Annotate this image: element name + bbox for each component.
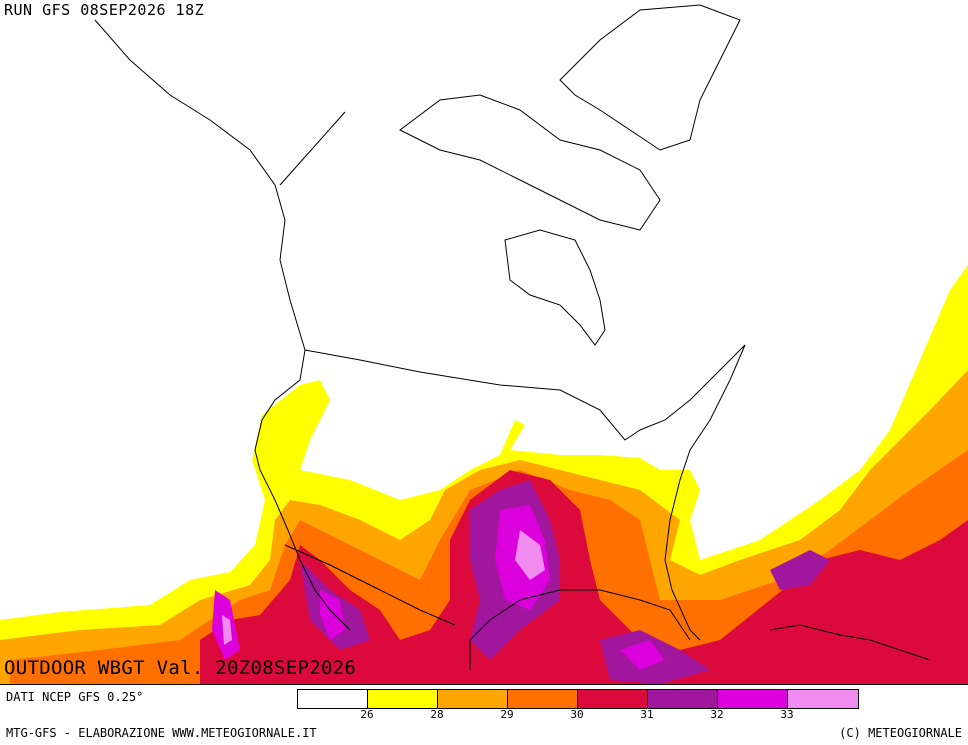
legend-tick: 26 [360,708,374,721]
legend-swatch-31-32 [648,690,718,708]
coast-west [94,19,351,631]
field-30-31 [200,470,968,684]
border-alaska-canada [279,111,346,186]
legend-swatch-below-26 [298,690,368,708]
legend-tick: 29 [500,708,514,721]
greenland [559,4,741,151]
legend-swatch-30-31 [578,690,648,708]
credit-left: MTG-GFS - ELABORAZIONE WWW.METEOGIORNALE… [6,726,317,740]
legend-swatch-28-29 [438,690,508,708]
border-us-mexico [284,544,456,626]
gulf-coast [469,589,691,670]
legend-tick: 32 [710,708,724,721]
hudson-bay [504,229,606,346]
legend-swatch-29-30 [508,690,578,708]
coastlines [94,4,931,670]
arctic-islands [399,94,661,231]
color-legend [297,689,859,709]
legend-tick: 31 [640,708,654,721]
wbgt-map [0,4,968,684]
data-source-label: DATI NCEP GFS 0.25° [6,690,144,704]
footer: DATI NCEP GFS 0.25° 26 28 29 30 31 32 33… [0,685,968,745]
caribbean-islands [769,624,931,661]
legend-swatch-32-33 [718,690,788,708]
credit-right: (C) METEOGIORNALE [839,726,962,740]
coast-east [664,344,746,641]
legend-tick: 30 [570,708,584,721]
map-panel: RUN GFS 08SEP2026 18Z OUTDOOR WBGT Val. … [0,0,968,685]
legend-tick: 33 [780,708,794,721]
border-us-canada [304,344,746,441]
legend-swatch-33-plus [788,690,858,708]
legend-tick: 28 [430,708,444,721]
run-label: RUN GFS 08SEP2026 18Z [4,1,205,19]
legend-swatch-26-28 [368,690,438,708]
wbgt-field [0,265,968,684]
valid-time-label: OUTDOOR WBGT Val. 20Z08SEP2026 [4,657,357,679]
